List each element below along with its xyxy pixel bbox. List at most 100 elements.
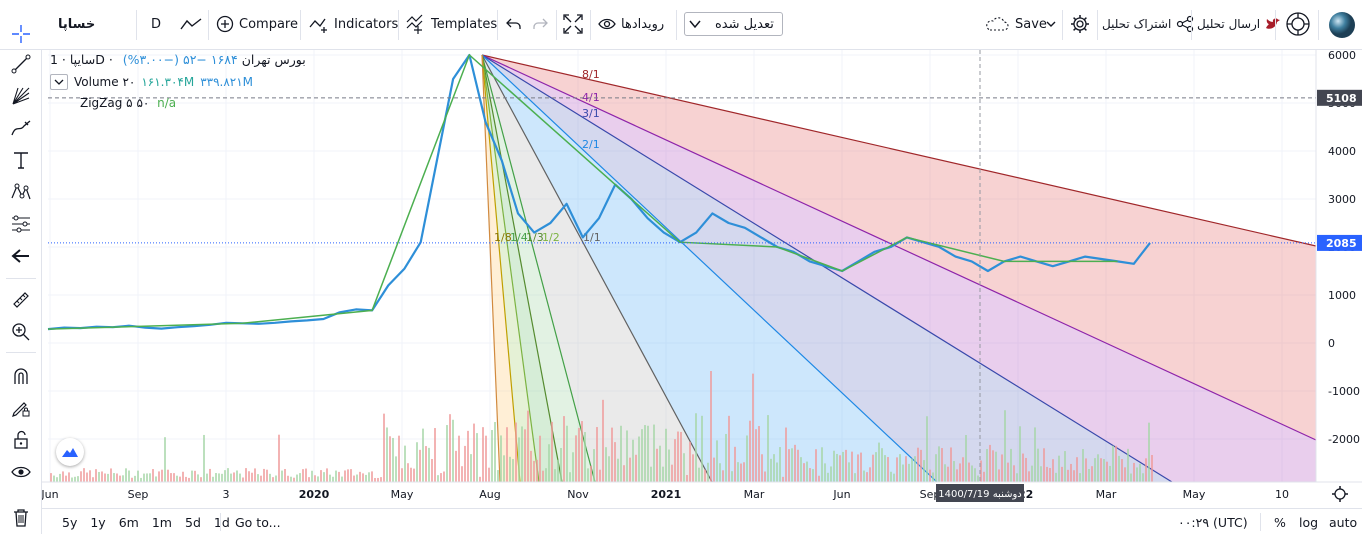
volume-bar xyxy=(620,425,622,482)
volume-bar xyxy=(608,456,610,482)
redo-button[interactable] xyxy=(532,9,548,39)
fullscreen-button[interactable] xyxy=(563,9,583,39)
text-tool[interactable] xyxy=(9,148,33,172)
legend-volume-row: Volume ۲۰ ۱۶۱.۳۰۴M ۳۳۹.۸۲۱M xyxy=(50,74,253,90)
chart-style-button[interactable] xyxy=(180,9,202,39)
adjustment-select[interactable]: تعدیل شده xyxy=(684,12,783,36)
volume-bar xyxy=(785,427,787,482)
volume-value-a: ۱۶۱.۳۰۴M xyxy=(141,75,195,89)
volume-bar xyxy=(497,470,499,482)
divider xyxy=(590,10,591,40)
magnet-tool[interactable] xyxy=(9,364,33,388)
range-1d[interactable]: 1d xyxy=(213,515,230,530)
volume-bar xyxy=(635,454,637,482)
share-button[interactable]: اشتراک تحلیل xyxy=(1102,9,1194,39)
volume-bar xyxy=(494,421,496,482)
volume-bar xyxy=(761,454,763,482)
volume-bar xyxy=(677,431,679,482)
volume-bar xyxy=(185,476,187,482)
volume-bar xyxy=(104,473,106,482)
volume-bar xyxy=(284,468,286,482)
volume-bar xyxy=(728,415,730,482)
lock-drawings-tool[interactable] xyxy=(9,428,33,452)
gann-label: 1/4 xyxy=(510,231,528,244)
volume-bar xyxy=(422,428,424,482)
volume-bar xyxy=(662,466,664,482)
volume-bar xyxy=(68,472,70,482)
user-avatar[interactable] xyxy=(1328,10,1356,40)
templates-button[interactable]: Templates xyxy=(406,9,497,39)
legend-title-row: سایپا · 1D · بورس تهران ۱۶۸۴ −۵۲ (−۳.۰۰%… xyxy=(50,52,306,67)
volume-bar xyxy=(833,450,835,482)
legend-collapse-button[interactable] xyxy=(50,74,68,90)
log-toggle[interactable]: log xyxy=(1299,515,1319,530)
auto-toggle[interactable]: auto xyxy=(1329,515,1358,530)
chart-area[interactable]: 8/14/13/12/11/81/41/31/21/16000500040003… xyxy=(42,50,1362,506)
ruler-icon xyxy=(13,292,29,308)
trendline-tool[interactable] xyxy=(9,52,33,76)
volume-bar xyxy=(782,476,784,482)
volume-bar xyxy=(542,470,544,482)
volume-bar xyxy=(1037,448,1039,482)
range-5y[interactable]: 5y xyxy=(62,515,78,530)
percent-toggle[interactable]: % xyxy=(1274,515,1286,530)
measure-tool[interactable] xyxy=(9,212,33,236)
volume-bar xyxy=(248,471,250,482)
volume-bar xyxy=(182,471,184,482)
save-button[interactable]: Save xyxy=(984,9,1047,39)
volume-bar xyxy=(1103,459,1105,482)
crosshair-icon xyxy=(12,25,30,43)
stay-drawing-tool[interactable] xyxy=(9,396,33,420)
volume-bar xyxy=(1010,448,1012,482)
undo-button[interactable] xyxy=(506,9,522,39)
zoom-tool[interactable] xyxy=(9,320,33,344)
gann-fan-line xyxy=(481,54,1173,483)
redo-icon xyxy=(533,18,548,29)
publish-button[interactable]: ارسال تحلیل xyxy=(1197,9,1281,39)
ruler-tool[interactable] xyxy=(9,288,33,312)
pattern-tool[interactable] xyxy=(9,180,33,204)
volume-bar xyxy=(854,473,856,482)
volume-bar xyxy=(305,468,307,482)
range-6m[interactable]: 6m xyxy=(118,515,139,530)
gann-fib-tool[interactable] xyxy=(9,84,33,108)
range-1y[interactable]: 1y xyxy=(90,515,106,530)
compare-button[interactable]: Compare xyxy=(216,9,298,39)
events-button[interactable]: رویدادها xyxy=(598,9,664,39)
volume-bar xyxy=(173,473,175,482)
volume-bar xyxy=(932,472,934,482)
volume-bar xyxy=(941,448,943,482)
clock-display[interactable]: ۰۰:۲۹ (UTC) xyxy=(1178,515,1248,530)
crosshair-tool[interactable] xyxy=(9,22,33,46)
save-menu-button[interactable] xyxy=(1046,9,1056,39)
volume-bar xyxy=(152,469,154,482)
hide-drawings-tool[interactable] xyxy=(9,460,33,484)
volume-bar xyxy=(83,468,85,482)
goto-button[interactable]: Go to... xyxy=(235,515,281,530)
volume-bar xyxy=(116,473,118,482)
volume-bar xyxy=(548,444,550,482)
range-1m[interactable]: 1m xyxy=(151,515,172,530)
hide-toolbar-button[interactable] xyxy=(9,244,33,268)
volume-bar xyxy=(329,474,331,482)
volume-bar xyxy=(983,471,985,482)
remove-drawings-tool[interactable] xyxy=(9,506,33,530)
volume-bar xyxy=(377,477,379,482)
volume-bar xyxy=(515,422,517,482)
volume-bar xyxy=(1109,465,1111,482)
volume-bar xyxy=(707,462,709,482)
volume-bar xyxy=(1031,465,1033,482)
settings-button[interactable] xyxy=(1070,9,1090,39)
logo-button[interactable] xyxy=(1285,9,1311,39)
symbol-search[interactable]: خساپا xyxy=(58,9,95,39)
volume-bar xyxy=(164,437,166,482)
volume-bar xyxy=(413,468,415,482)
range-5d[interactable]: 5d xyxy=(185,515,201,530)
price-chart[interactable]: 8/14/13/12/11/81/41/31/21/16000500040003… xyxy=(42,50,1362,506)
brand-watermark-button[interactable] xyxy=(56,438,84,466)
indicators-button[interactable]: Indicators xyxy=(309,9,398,39)
gann-fan-line xyxy=(481,54,596,483)
volume-bar xyxy=(815,449,817,482)
brush-tool[interactable] xyxy=(9,116,33,140)
interval-button[interactable]: D xyxy=(151,16,162,32)
